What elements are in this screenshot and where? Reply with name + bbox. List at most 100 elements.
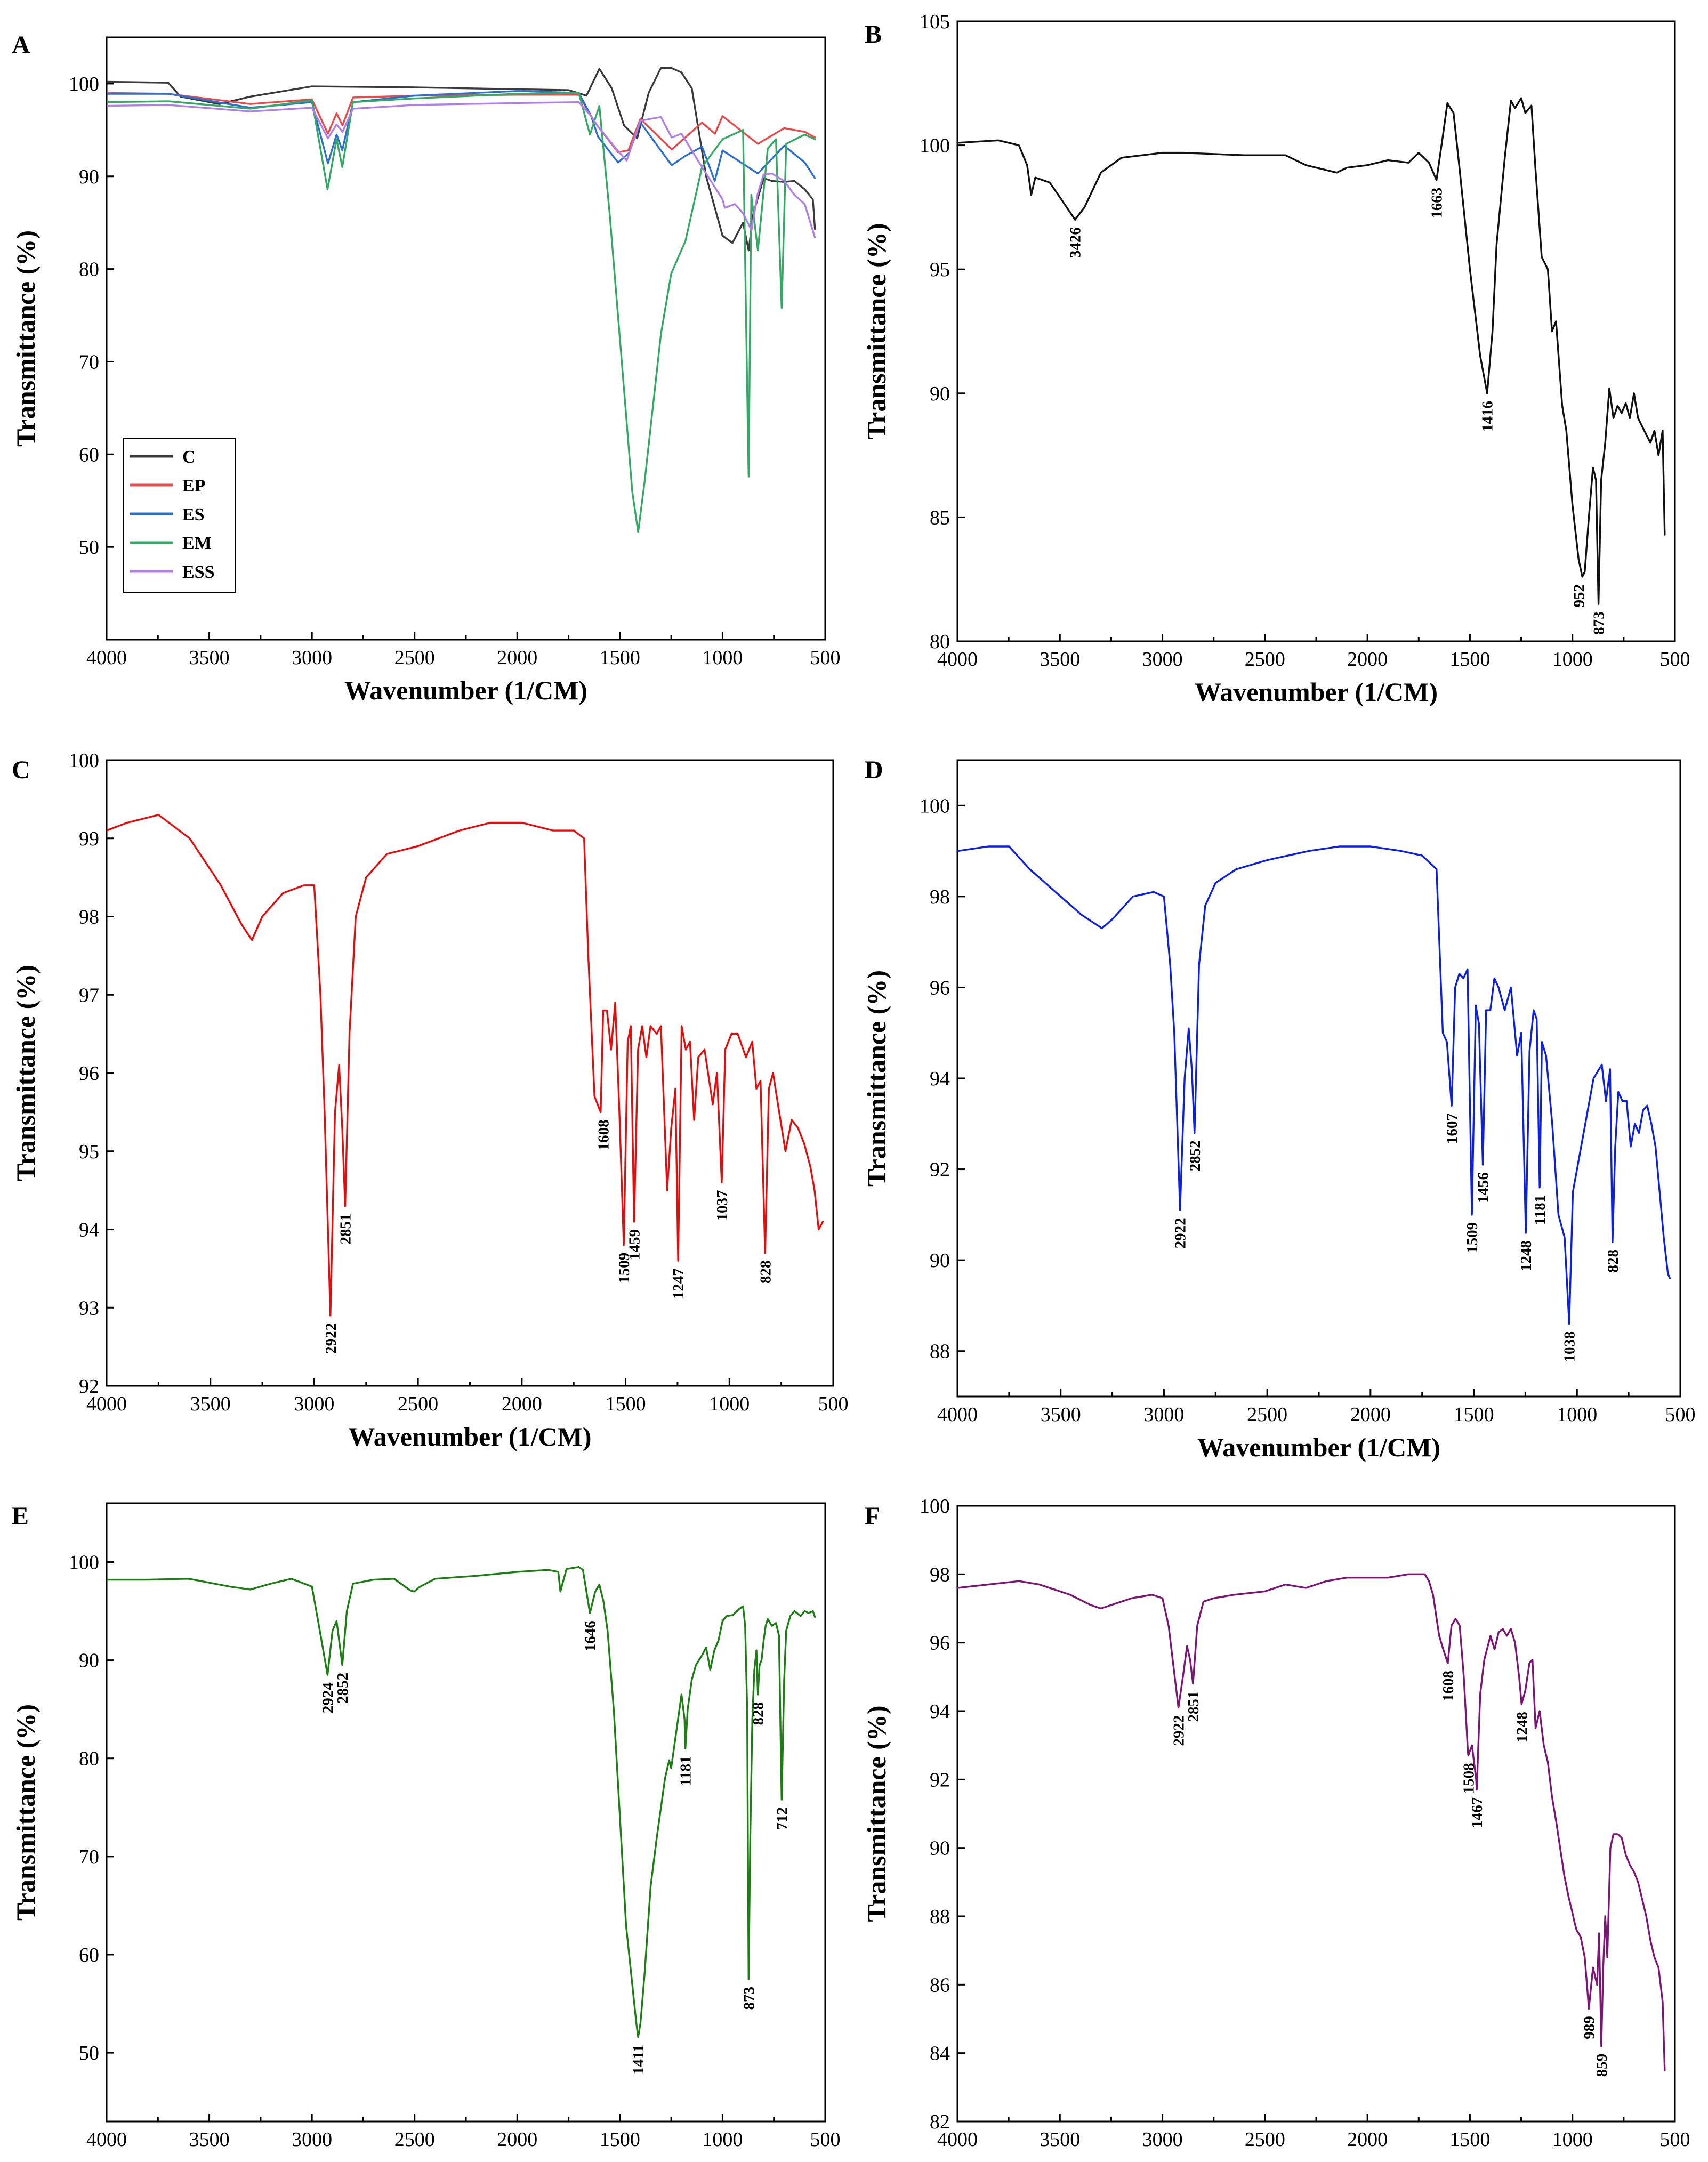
peak-label: 1663 (1429, 188, 1446, 219)
y-tick-label: 80 (930, 631, 950, 653)
y-tick-label: 105 (920, 11, 950, 33)
y-tick-label: 94 (930, 1700, 950, 1723)
peak-label: 2851 (1185, 1691, 1202, 1722)
peak-label: 1181 (678, 1756, 695, 1786)
legend-label: EM (182, 534, 212, 553)
y-tick-label: 96 (930, 1632, 950, 1655)
x-axis-title: Wavenumber (1/CM) (344, 2157, 587, 2162)
y-tick-label: 94 (79, 1219, 99, 1241)
plot-frame (956, 759, 1681, 1398)
x-tick-label: 2000 (502, 1393, 542, 1415)
peak-label: 1459 (626, 1229, 643, 1260)
x-tick-label: 3000 (1143, 1403, 1184, 1426)
panel-letter: E (12, 1502, 29, 1530)
peak-label: 2922 (1172, 1217, 1189, 1248)
x-tick-label: 3000 (1142, 2128, 1183, 2151)
panel-letter: C (12, 756, 30, 784)
y-tick-label: 80 (79, 259, 99, 281)
peak-label: 952 (1570, 584, 1588, 608)
y-tick-label: 50 (79, 536, 99, 559)
panel-letter: B (865, 20, 882, 49)
x-tick-label: 3500 (189, 647, 230, 669)
peak-label: 2922 (323, 1323, 340, 1354)
x-tick-label: 4000 (86, 647, 127, 669)
y-axis-title: Transmittance (%) (11, 965, 41, 1181)
x-tick-label: 2000 (1347, 2128, 1388, 2151)
y-tick-label: 92 (930, 1769, 950, 1791)
x-tick-label: 1500 (600, 647, 640, 669)
y-axis-title: Transmittance (%) (861, 1706, 891, 1922)
x-tick-label: 3500 (1040, 648, 1080, 671)
y-tick-label: 94 (930, 1068, 950, 1090)
y-tick-label: 95 (79, 1141, 99, 1163)
series-line-ess (957, 1573, 1666, 2071)
y-tick-label: 97 (79, 984, 99, 1006)
x-tick-label: 4000 (937, 1403, 978, 1426)
x-tick-label: 500 (810, 2128, 841, 2151)
series-line-ep (107, 814, 824, 1317)
panel-letter: D (865, 756, 883, 784)
x-tick-label: 4000 (937, 648, 978, 671)
y-tick-label: 100 (920, 795, 950, 817)
y-axis-title: Transmittance (%) (861, 970, 891, 1187)
panel-f: F 4000 3500 3000 2500 2000 1500 1000 500 82 84 86 88… (861, 1495, 1690, 2162)
x-tick-label: 3500 (189, 2128, 230, 2151)
peak-label: 873 (740, 1987, 758, 2010)
y-tick-label: 86 (930, 1974, 950, 1996)
x-tick-label: 3000 (1142, 648, 1183, 671)
panel-a: A 4000 3500 3000 2500 2000 1500 1000 500 50 60 70 80… (11, 31, 841, 705)
y-tick-label: 96 (930, 977, 950, 999)
x-tick-label: 1500 (1449, 2128, 1490, 2151)
x-tick-label: 2500 (398, 1393, 438, 1415)
y-tick-label: 90 (930, 1249, 950, 1272)
x-tick-label: 4000 (86, 1393, 127, 1415)
plot-frame (106, 1502, 826, 2123)
x-tick-label: 1000 (1557, 1403, 1597, 1426)
peak-label: 1416 (1479, 401, 1496, 432)
y-tick-label: 90 (79, 166, 99, 188)
legend-label: ESS (182, 562, 215, 582)
x-tick-label: 1000 (1552, 648, 1593, 671)
y-tick-label: 82 (930, 2111, 950, 2133)
x-tick-label: 1500 (606, 1393, 646, 1415)
x-tick-label: 500 (818, 1393, 849, 1415)
peak-label: 2922 (1171, 1715, 1188, 1746)
y-tick-label: 84 (930, 2043, 950, 2065)
y-tick-label: 92 (930, 1159, 950, 1181)
panel-d: D 4000 3500 3000 2500 2000 1500 1000 500 88 90 92 94… (861, 756, 1696, 1462)
y-tick-label: 95 (930, 259, 950, 281)
peak-label: 828 (750, 1702, 767, 1725)
x-tick-label: 2500 (1247, 1403, 1287, 1426)
y-tick-label: 98 (930, 886, 950, 908)
y-axis-title: Transmittance (%) (11, 1704, 41, 1921)
x-tick-label: 1500 (1449, 648, 1490, 671)
legend-label: ES (182, 505, 205, 525)
peak-label: 1038 (1561, 1332, 1578, 1362)
panel-letter: A (12, 31, 30, 59)
y-tick-label: 80 (79, 1748, 99, 1770)
legend: C EP ES EM ESS (123, 438, 236, 593)
y-tick-label: 99 (79, 828, 99, 850)
y-tick-label: 98 (930, 1563, 950, 1586)
x-tick-label: 2000 (497, 647, 537, 669)
peak-label: 1608 (1440, 1671, 1457, 1701)
x-tick-label: 1000 (702, 2128, 743, 2151)
x-axis-title: Wavenumber (1/CM) (1197, 1432, 1440, 1462)
series-line-c (107, 67, 816, 252)
x-axis-title: Wavenumber (1/CM) (349, 1422, 592, 1451)
peak-label: 1247 (670, 1268, 687, 1299)
series-line-em (107, 1566, 816, 2038)
y-tick-label: 96 (79, 1062, 99, 1085)
x-tick-label: 3500 (1041, 1403, 1081, 1426)
x-tick-label: 2500 (1245, 2128, 1285, 2151)
peak-label: 1508 (1460, 1763, 1477, 1794)
y-tick-label: 70 (79, 351, 99, 373)
y-tick-label: 85 (930, 506, 950, 529)
y-tick-label: 88 (930, 1341, 950, 1363)
y-tick-label: 100 (920, 1495, 950, 1518)
peak-label: 1509 (1464, 1222, 1481, 1253)
series-line-ess (107, 101, 816, 239)
x-tick-label: 500 (810, 647, 841, 669)
y-tick-label: 100 (920, 135, 950, 157)
y-axis-title: Transmittance (%) (861, 223, 891, 440)
